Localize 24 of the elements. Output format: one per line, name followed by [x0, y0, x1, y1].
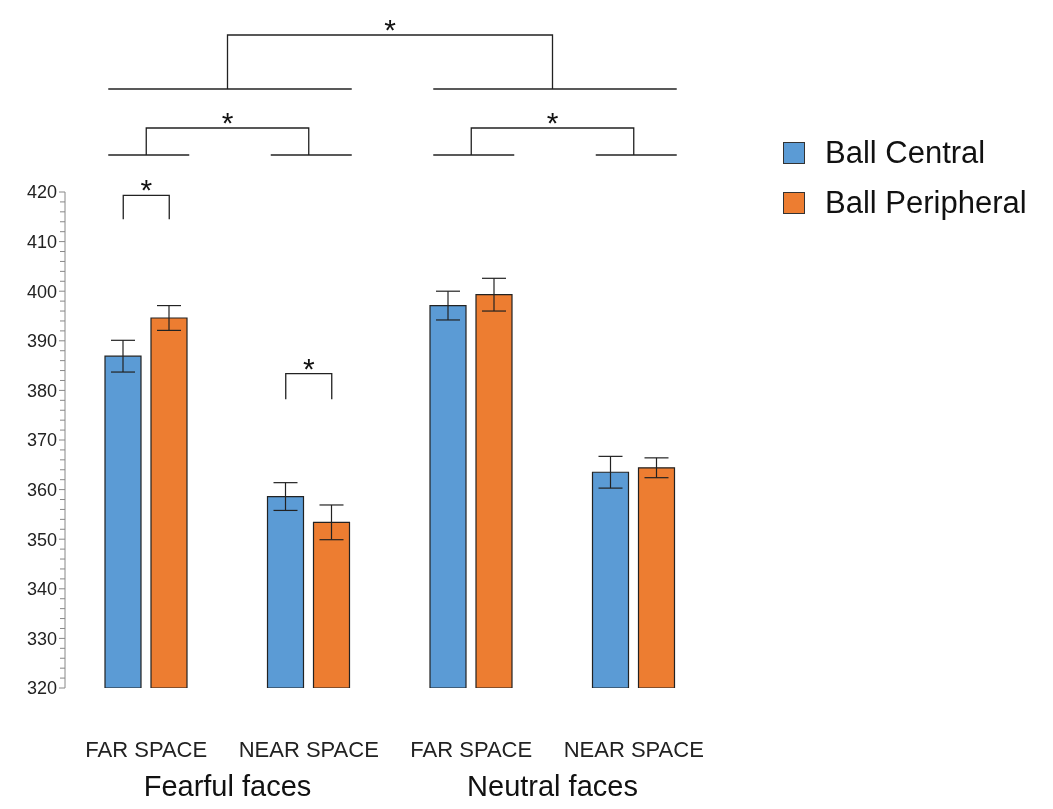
- y-tick-label: 390: [26, 331, 57, 352]
- y-tick-label: 350: [26, 529, 57, 550]
- text: Fearful faces: [143, 770, 312, 802]
- y-tick-label: 380: [26, 380, 57, 401]
- y-tick-label: 370: [26, 430, 57, 451]
- legend-label: Ball Peripheral: [825, 185, 1027, 221]
- annotation: *: [302, 351, 315, 385]
- legend-label: Ball Central: [825, 135, 986, 171]
- y-tick-label: 330: [26, 628, 57, 649]
- text: *: [221, 106, 234, 139]
- x-tick-label: NEAR SPACE: [563, 736, 704, 762]
- y-tick-label: 340: [26, 579, 57, 600]
- text: *: [384, 13, 397, 46]
- y-tick-label: 400: [26, 281, 57, 302]
- y-tick-label: 320: [26, 678, 57, 699]
- x-tick-label: NEAR SPACE: [238, 736, 379, 762]
- text: *: [546, 106, 559, 139]
- text: Neutral faces: [467, 770, 638, 802]
- annotation: *: [140, 173, 153, 207]
- y-tick-label: 420: [26, 182, 57, 203]
- y-tick-label: 410: [26, 231, 57, 252]
- x-tick-label: FAR SPACE: [410, 736, 533, 762]
- x-tick-label: FAR SPACE: [85, 736, 208, 762]
- y-tick-label: 360: [26, 479, 57, 500]
